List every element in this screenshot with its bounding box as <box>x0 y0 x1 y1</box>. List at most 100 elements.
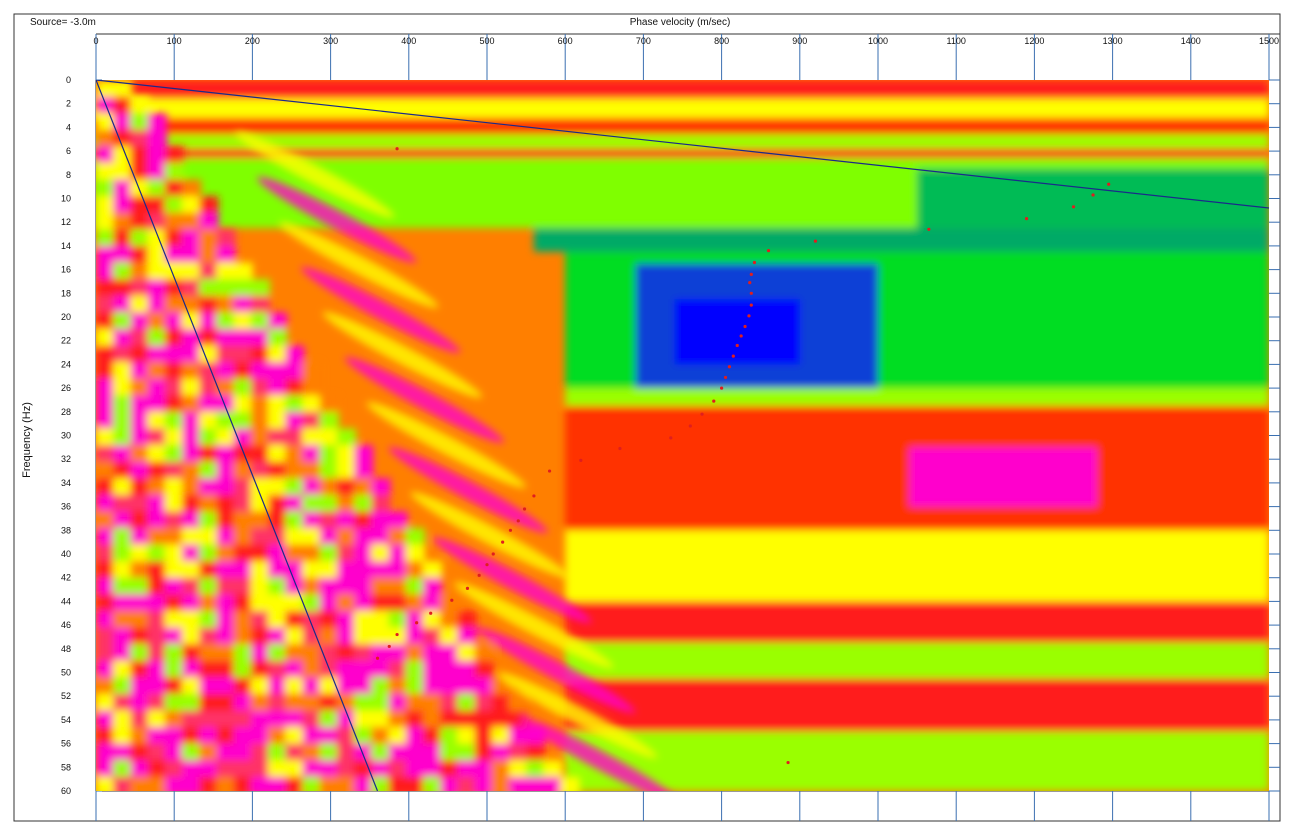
noise-cell <box>216 229 236 248</box>
noise-cell <box>371 544 391 564</box>
noise-cell <box>199 577 219 597</box>
noise-cell <box>336 444 357 464</box>
noise-cell <box>182 362 202 381</box>
noise-cell <box>250 345 271 365</box>
noise-cell <box>508 776 529 791</box>
noise-cell <box>250 279 271 298</box>
noise-cell <box>336 644 357 663</box>
dispersion-pick-point <box>747 314 751 318</box>
noise-cell <box>199 196 219 215</box>
noise-cell <box>216 378 236 398</box>
noise-cell <box>216 279 236 298</box>
noise-cell <box>199 295 219 315</box>
x-tick-label: 600 <box>558 36 573 46</box>
x-tick-label: 700 <box>636 36 651 46</box>
noise-cell <box>526 743 546 763</box>
noise-cell <box>164 727 185 746</box>
noise-cell <box>147 677 167 696</box>
noise-cell <box>319 594 339 613</box>
noise-cell <box>96 146 116 165</box>
dispersion-pick-point <box>477 573 481 577</box>
noise-cell <box>164 196 185 215</box>
noise-cell <box>130 378 150 398</box>
noise-cell <box>164 328 185 348</box>
noise-cell <box>250 395 271 414</box>
y-tick-label: 48 <box>61 644 71 654</box>
noise-cell <box>130 677 150 696</box>
noise-cell <box>354 544 374 564</box>
noise-cell <box>130 395 150 414</box>
noise-cell <box>182 411 202 431</box>
noise-cell <box>388 660 408 680</box>
noise-cell <box>319 527 339 547</box>
noise-cell <box>250 610 271 630</box>
noise-cell <box>302 693 322 713</box>
noise-cell <box>164 461 185 481</box>
noise-cell <box>113 345 133 365</box>
noise-cell <box>113 395 133 414</box>
noise-cell <box>250 511 271 530</box>
noise-cell <box>422 561 443 580</box>
noise-cell <box>182 693 202 713</box>
noise-cell <box>130 644 150 663</box>
dispersion-pick-point <box>395 147 399 151</box>
noise-cell <box>250 710 271 730</box>
noise-cell <box>250 544 271 564</box>
x-tick-labels: 0 100 200 300 400 500 600 700 800 900 1000 1100 1200… <box>93 36 1279 46</box>
noise-cell <box>233 727 253 746</box>
dispersion-pick-point <box>501 540 505 544</box>
noise-cell <box>440 644 460 663</box>
noise-cell <box>268 727 288 746</box>
noise-cell <box>302 727 322 746</box>
noise-cell <box>268 444 288 464</box>
noise-cell <box>250 411 271 431</box>
noise-cell <box>440 660 460 680</box>
noise-cell <box>130 162 150 182</box>
noise-cell <box>130 229 150 248</box>
noise-cell <box>147 129 167 149</box>
noise-cell <box>440 760 460 779</box>
noise-cell <box>182 577 202 597</box>
heatmap-region <box>565 601 1269 643</box>
noise-cell <box>130 345 150 365</box>
noise-cell <box>130 146 150 165</box>
noise-cell <box>96 179 116 199</box>
noise-cell <box>216 577 236 597</box>
dispersion-pick-point <box>731 354 735 358</box>
noise-cell <box>457 610 477 630</box>
noise-cell <box>285 660 305 680</box>
noise-cell <box>302 411 322 431</box>
noise-cell <box>336 743 357 763</box>
noise-cell <box>233 428 253 447</box>
y-tick-label: 44 <box>61 596 71 606</box>
x-tick-label: 300 <box>323 36 338 46</box>
y-tick-label: 30 <box>61 431 71 441</box>
noise-cell <box>250 677 271 696</box>
dispersion-pick-point <box>415 621 419 625</box>
noise-cell <box>250 760 271 779</box>
noise-cell <box>422 776 443 791</box>
x-tick-label: 100 <box>167 36 182 46</box>
noise-cell <box>147 660 167 680</box>
x-tick-label: 1200 <box>1024 36 1044 46</box>
y-tick-label: 10 <box>61 194 71 204</box>
noise-cell <box>422 660 443 680</box>
noise-cell <box>164 693 185 713</box>
y-tick-label: 42 <box>61 573 71 583</box>
noise-cell <box>182 245 202 265</box>
energy-streak <box>498 672 658 759</box>
noise-cell <box>233 378 253 398</box>
dispersion-pick-point <box>1024 217 1029 221</box>
noise-cell <box>440 693 460 713</box>
noise-cell <box>440 594 460 613</box>
noise-cell <box>285 776 305 791</box>
noise-cell <box>285 461 305 481</box>
noise-cell <box>354 444 374 464</box>
noise-cell <box>440 727 460 746</box>
noise-cell <box>233 693 253 713</box>
noise-cell <box>388 527 408 547</box>
noise-cell <box>199 527 219 547</box>
noise-cell <box>250 362 271 381</box>
noise-cell <box>250 627 271 647</box>
noise-cell <box>182 395 202 414</box>
